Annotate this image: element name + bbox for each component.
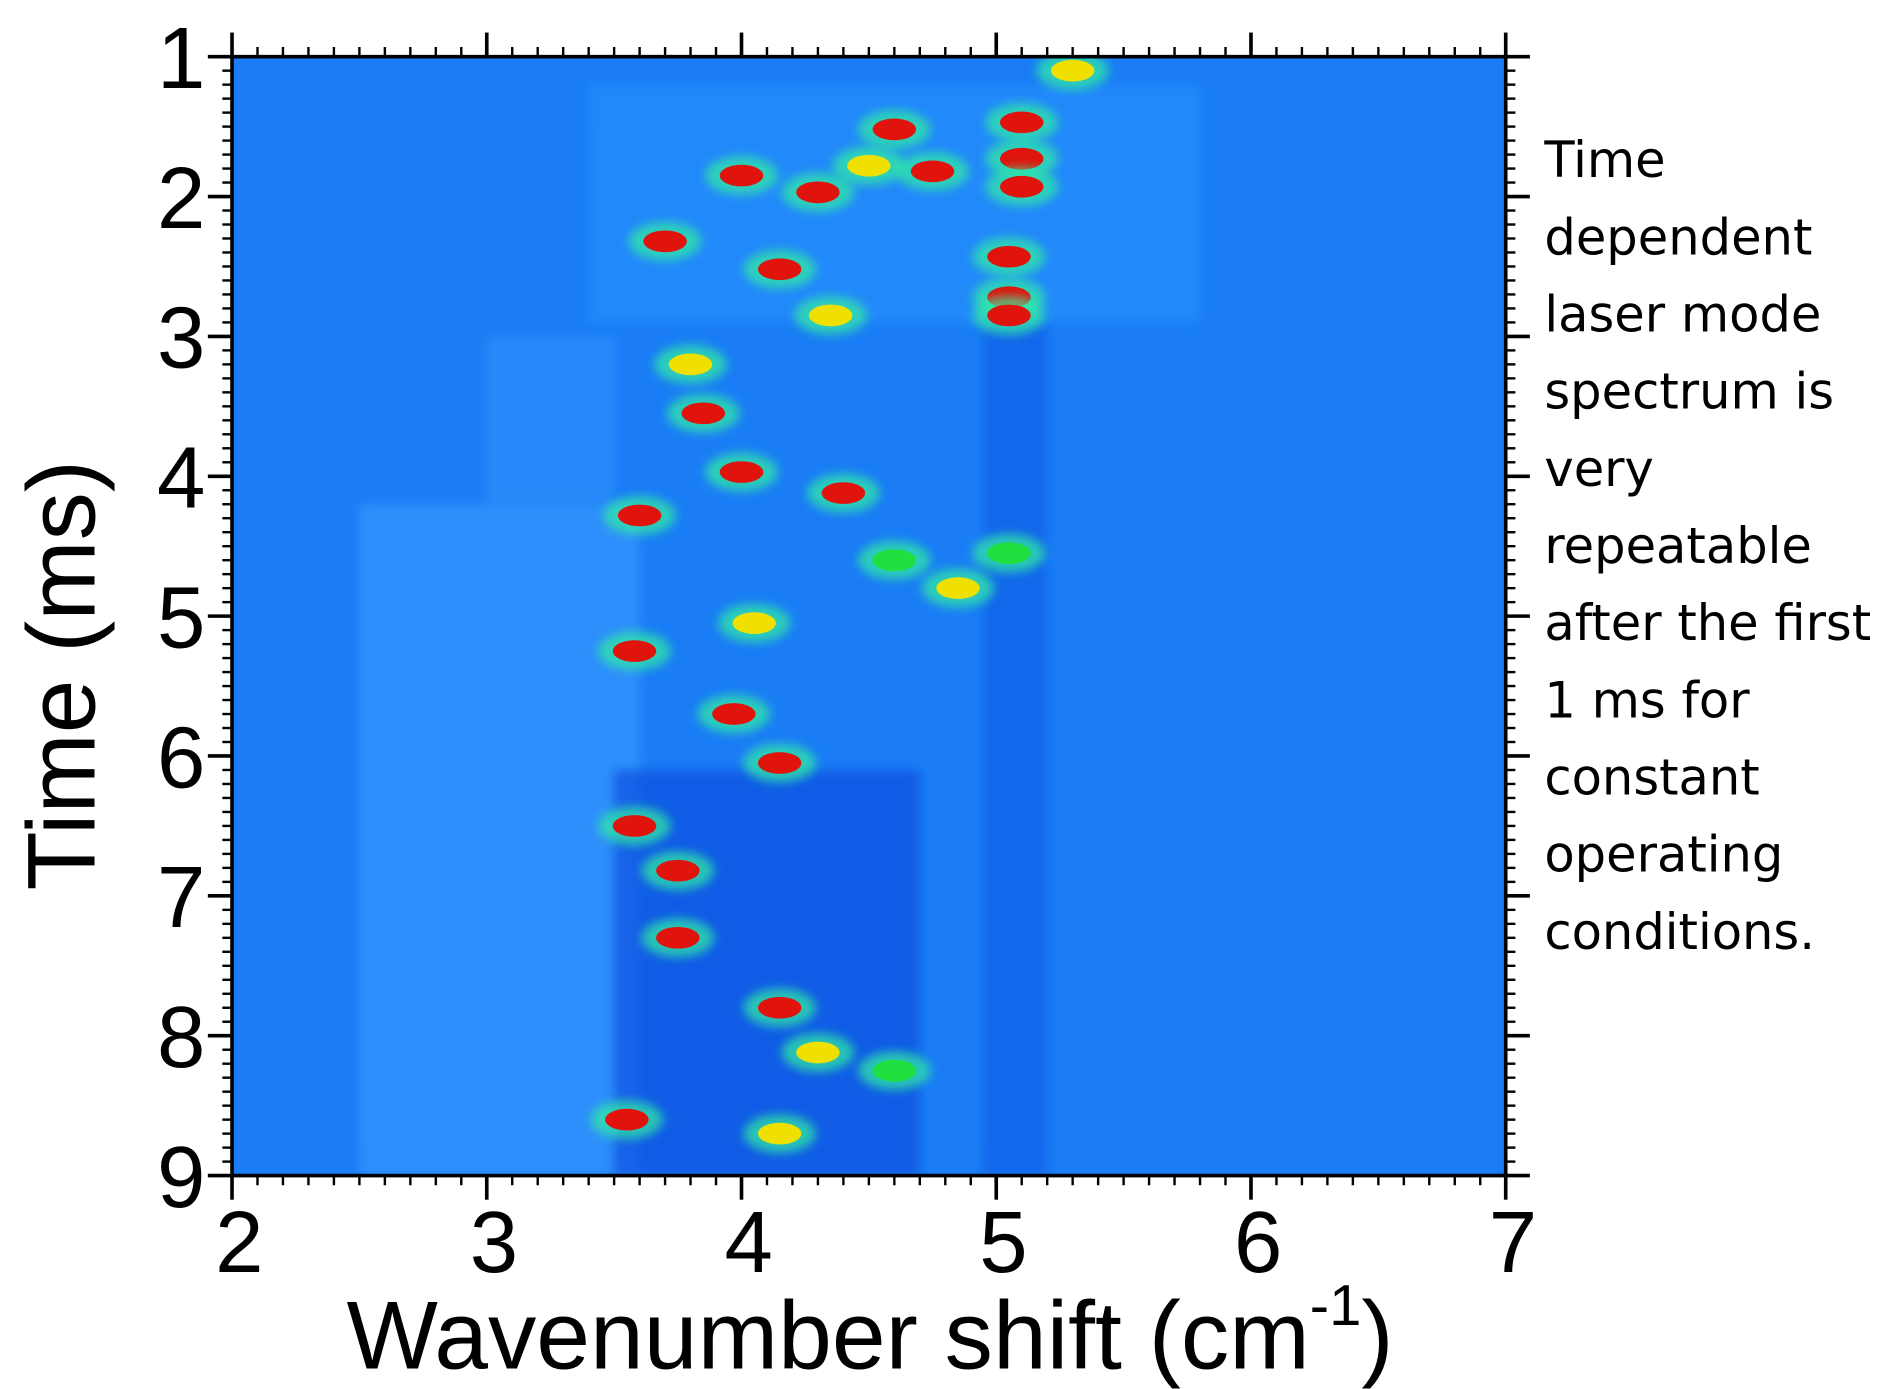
peak xyxy=(999,175,1044,198)
peak xyxy=(987,245,1031,268)
peak xyxy=(668,353,713,376)
peak xyxy=(936,577,980,600)
annotation-line: very xyxy=(1544,440,1653,498)
annotation-line: Time xyxy=(1543,131,1665,189)
peak xyxy=(757,258,802,281)
peak xyxy=(821,482,866,504)
peak xyxy=(757,1122,802,1145)
y-tick-label: 2 xyxy=(157,150,205,247)
shading xyxy=(359,504,640,1176)
annotation-line: repeatable xyxy=(1544,517,1812,575)
y-tick-label: 9 xyxy=(157,1129,205,1226)
peak xyxy=(712,703,756,725)
peak xyxy=(757,996,802,1019)
x-axis-label-sup: -1 xyxy=(1310,1274,1362,1338)
shading xyxy=(486,336,615,505)
y-tick-label: 5 xyxy=(157,570,205,667)
peak xyxy=(987,304,1031,327)
y-tick-label: 4 xyxy=(157,430,205,527)
peak xyxy=(605,1108,649,1131)
peak xyxy=(872,1059,917,1082)
axes: 2 3 4 5 6 7 1 2 3 4 5 6 7 8 9 xyxy=(157,10,1537,1291)
peak xyxy=(872,549,917,572)
y-tick-label: 8 xyxy=(157,989,205,1086)
peak xyxy=(999,111,1044,134)
peak xyxy=(617,504,662,527)
x-tick-label: 6 xyxy=(1234,1194,1282,1291)
peak xyxy=(681,402,726,425)
annotation-line: dependent xyxy=(1544,208,1812,266)
x-tick-label: 5 xyxy=(979,1194,1027,1291)
annotation-line: laser mode xyxy=(1544,286,1821,344)
x-tick-label: 3 xyxy=(470,1194,518,1291)
peak xyxy=(796,1041,840,1064)
y-tick-label: 6 xyxy=(157,709,205,806)
annotation-line: spectrum is xyxy=(1544,363,1834,421)
y-tick-label: 7 xyxy=(157,849,205,946)
x-tick-label: 7 xyxy=(1489,1194,1537,1291)
x-tick-label: 2 xyxy=(215,1194,263,1291)
peak xyxy=(719,461,764,483)
peak xyxy=(847,154,891,177)
x-axis-label-end: ) xyxy=(1361,1283,1393,1389)
peak xyxy=(987,542,1031,565)
y-tick-label: 3 xyxy=(157,290,205,387)
x-axis-label-text: Wavenumber shift (cm xyxy=(347,1283,1310,1389)
peak xyxy=(719,164,764,187)
peak xyxy=(910,160,955,183)
annotation-line: 1 ms for xyxy=(1544,671,1750,729)
peak xyxy=(796,181,840,204)
peak xyxy=(757,752,802,774)
shading xyxy=(983,322,1048,1176)
peak xyxy=(656,859,700,882)
x-tick-label: 4 xyxy=(725,1194,773,1291)
annotation-line: conditions. xyxy=(1544,903,1815,961)
annotation-line: operating xyxy=(1544,826,1783,884)
peak xyxy=(656,926,700,949)
y-axis-label: Time (ms) xyxy=(8,460,115,890)
plot-area xyxy=(232,56,1506,1176)
peak xyxy=(643,230,687,253)
peak xyxy=(872,118,917,141)
peak xyxy=(732,612,776,634)
annotation-line: after the first xyxy=(1544,594,1871,652)
x-axis-label: Wavenumber shift (cm-1) xyxy=(347,1274,1394,1389)
peak xyxy=(999,147,1044,170)
peak xyxy=(808,304,853,327)
y-tick-label: 1 xyxy=(157,10,205,107)
shading xyxy=(614,769,920,1176)
peak xyxy=(612,815,657,837)
peak xyxy=(612,640,657,662)
annotation-line: constant xyxy=(1544,749,1759,807)
annotation: Time dependent laser mode spectrum is very re… xyxy=(1543,131,1871,961)
peak xyxy=(1050,59,1095,82)
